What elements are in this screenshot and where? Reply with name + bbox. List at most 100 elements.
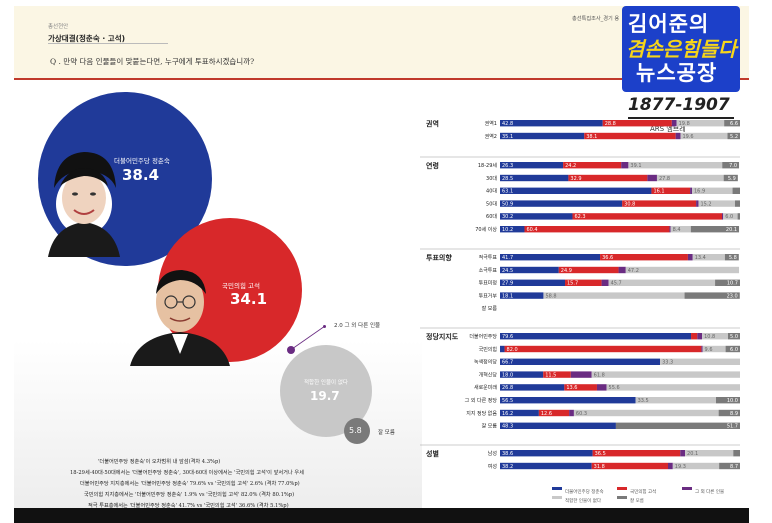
category-label: 총선현안: [48, 24, 69, 30]
legend-label: 잘 모름: [630, 499, 644, 504]
note-5: 적극 투표층에서는 '더불어민주당 정춘숙' 41.7% vs '국민의힘 고석…: [88, 503, 289, 509]
bar-segment: [569, 409, 574, 417]
bar-segment: [725, 345, 740, 353]
bar-segment: [685, 450, 734, 457]
bar-segment: [737, 213, 740, 220]
bar-segment: [733, 450, 740, 457]
data-label: 10.7: [727, 281, 738, 287]
bar-segment: [596, 384, 607, 391]
data-label: 6.0: [725, 214, 733, 220]
question-text: Q . 만약 다음 인물들이 맞붙는다면, 누구에게 투표하시겠습니까?: [50, 57, 255, 66]
data-label: 8.4: [673, 227, 681, 233]
bar-segment: [691, 333, 698, 340]
row-label: 투표미정: [479, 280, 497, 287]
legend-swatch: [617, 487, 627, 490]
data-label: 9.6: [705, 347, 713, 353]
bar-segment: [500, 422, 616, 429]
bar-segment: [690, 226, 740, 233]
bar-segment: [727, 132, 740, 140]
ppp-candidate-photo: [130, 270, 230, 366]
brand-line1: 김어준의: [628, 12, 710, 36]
data-label: 48.3: [502, 424, 513, 430]
data-label: 42.8: [502, 121, 513, 127]
data-label: 63.1: [502, 189, 513, 195]
bar-segment: [500, 254, 601, 261]
bar-segment: [543, 292, 685, 299]
bar-segment: [687, 254, 693, 261]
note-4: 국민의힘 지지층에서는 '더불어민주당 정춘숙' 1.9% vs '국민의힘 고…: [84, 492, 295, 498]
data-label: 12.6: [541, 411, 552, 417]
legend-swatch: [617, 496, 627, 499]
bar-segment: [690, 187, 692, 194]
dem-candidate-photo: [48, 152, 120, 257]
subject-underline: [48, 43, 168, 44]
note-3: 더불어민주당 지지층에서는 '더불어민주당 정춘숙' 79.6% vs '국민의…: [80, 481, 300, 487]
data-label: 11.5: [545, 372, 556, 378]
data-label: 8.9: [730, 411, 738, 417]
bar-segment: [584, 132, 676, 140]
bar-segment: [669, 226, 671, 233]
data-label: 10.8: [704, 334, 715, 340]
data-label: 79.6: [502, 334, 513, 340]
data-label: 60.3: [576, 411, 587, 417]
data-label: 31.8: [594, 464, 605, 470]
bar-segment: [500, 174, 569, 182]
legend-label: 더불어민주당 정춘숙: [565, 490, 604, 495]
data-label: 32.9: [570, 176, 581, 182]
bar-segment: [543, 371, 571, 378]
row-label: 30대: [486, 175, 497, 182]
bar-segment: [500, 226, 525, 233]
bar-segment: [724, 254, 739, 261]
bar-segment: [724, 120, 740, 127]
dunno-label: 잘 모름: [378, 430, 395, 436]
bar-segment: [504, 345, 702, 353]
data-label: 27.9: [502, 281, 513, 287]
bar-segment: [500, 345, 505, 353]
note-2: 18-29세·40대·50대에서는 '더불어민주당 정춘숙', 30대·60대 …: [70, 470, 304, 476]
data-label: 19.8: [679, 121, 690, 127]
survey-method: ARS 엠브레: [650, 125, 686, 133]
legend-item: 잘 모름: [617, 487, 644, 506]
brand-logo: 김어준의 겸손은힘들다 뉴스공장: [622, 6, 740, 92]
bar-segment: [734, 200, 740, 207]
row-label: 녹색정의당: [474, 359, 497, 366]
brand-years-rule: [628, 117, 734, 119]
bar-segment: [718, 409, 740, 417]
divider: [14, 78, 749, 80]
bar-segment: [723, 213, 738, 220]
data-label: 6.6: [730, 121, 738, 127]
row-label: 국민의힘: [479, 346, 497, 353]
data-label: 23.0: [727, 293, 738, 299]
data-label: 35.1: [502, 134, 513, 140]
bar-segment: [591, 371, 740, 378]
bar-segment: [701, 345, 703, 353]
bar-segment: [500, 333, 692, 340]
dem-bubble-value: 38.4: [122, 166, 160, 184]
legend-swatch: [552, 496, 562, 499]
bar-segment: [573, 409, 719, 417]
data-label: 38.1: [586, 134, 597, 140]
row-label: 더불어민주당: [469, 333, 497, 340]
data-label: 39.1: [630, 163, 641, 169]
bar-segment: [500, 397, 636, 404]
bar-segment: [601, 279, 609, 286]
bar-segment: [500, 187, 652, 194]
data-label: 16.2: [502, 411, 513, 417]
data-label: 27.8: [659, 176, 670, 182]
data-label: 13.4: [695, 255, 706, 261]
data-label: 18.0: [502, 372, 513, 378]
bar-segment: [684, 292, 740, 299]
data-label: 10.2: [502, 227, 513, 233]
other-bubble: [287, 346, 295, 354]
data-label: 61.8: [594, 372, 605, 378]
data-label: 38.2: [502, 464, 513, 470]
bar-segment: [647, 174, 657, 182]
bar-segment: [500, 200, 623, 207]
data-label: 55.6: [609, 385, 620, 391]
data-label: 50.9: [502, 201, 513, 207]
bar-segment: [500, 279, 566, 286]
data-label: 13.6: [566, 385, 577, 391]
bar-segment: [672, 462, 720, 470]
bar-segment: [564, 384, 597, 391]
